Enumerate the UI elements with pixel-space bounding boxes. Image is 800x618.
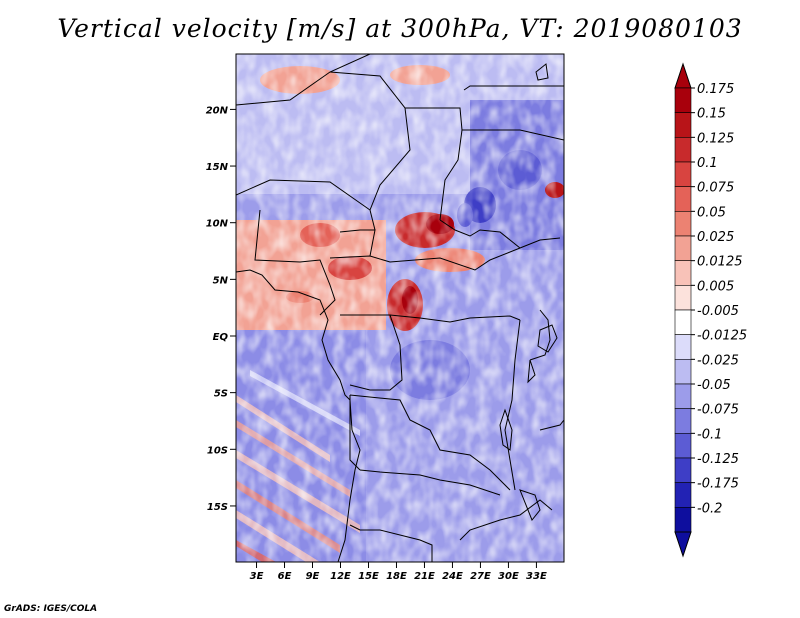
colorbar-label: 0.05 [697, 205, 726, 220]
colorbar-swatch [674, 383, 692, 409]
colorbar-swatch [674, 457, 692, 483]
lat-label: 20N [206, 105, 229, 116]
lat-label: 10N [206, 219, 229, 230]
colorbar: 0.175 0.15 0.125 0.1 0.075 0.05 0.025 0.0125 0.0… [674, 62, 747, 558]
colorbar-label: 0.075 [697, 181, 734, 196]
colorbar-label: -0.125 [697, 452, 739, 467]
colorbar-swatch [674, 285, 692, 311]
grads-credit: GrADS: IGES/COLA [4, 604, 98, 614]
country-borders [236, 54, 564, 562]
lon-label: 27E [470, 571, 491, 582]
lon-label: 3E [250, 571, 264, 582]
lon-label: 15E [358, 571, 379, 582]
vertical-velocity-field [236, 54, 564, 562]
colorbar-swatch [674, 161, 692, 187]
colorbar-top-arrow [674, 62, 692, 89]
colorbar-label: 0.125 [697, 131, 734, 146]
colorbar-swatch [674, 433, 692, 459]
colorbar-label: -0.075 [697, 403, 739, 418]
colorbar-label: 0.15 [697, 107, 726, 122]
colorbar-label: -0.025 [697, 353, 739, 368]
latitude-axis: 20N 15N 10N 5N EQ 5S 10S 15S [206, 105, 236, 513]
colorbar-swatch [674, 112, 692, 138]
lat-label: 10S [207, 445, 228, 456]
longitude-axis: 3E 6E 9E 12E 15E 18E 21E 24E 27E 30E 33E [250, 562, 547, 582]
lat-label: 15N [206, 162, 229, 173]
colorbar-swatch [674, 507, 692, 533]
lon-label: 24E [442, 571, 463, 582]
colorbar-swatch [674, 334, 692, 360]
colorbar-swatch [674, 137, 692, 163]
colorbar-swatch [674, 408, 692, 434]
colorbar-label: 0.005 [697, 279, 734, 294]
lon-label: 6E [278, 571, 292, 582]
colorbar-swatch [674, 309, 692, 335]
lat-label: 5S [214, 389, 228, 400]
colorbar-label: 0.1 [697, 156, 718, 171]
lon-label: 12E [330, 571, 351, 582]
colorbar-label: 0.025 [697, 230, 734, 245]
colorbar-swatch [674, 482, 692, 508]
colorbar-label: 0.175 [697, 82, 734, 97]
colorbar-swatch [674, 211, 692, 237]
colorbar-label: -0.175 [697, 477, 739, 492]
lon-label: 18E [386, 571, 407, 582]
lat-label: 15S [207, 502, 228, 513]
colorbar-label: -0.005 [697, 304, 739, 319]
colorbar-label: 0.0125 [697, 255, 743, 270]
colorbar-swatch [674, 235, 692, 261]
colorbar-label: -0.1 [697, 427, 722, 442]
colorbar-swatch [674, 87, 692, 113]
colorbar-swatch [674, 260, 692, 286]
colorbar-swatch [674, 186, 692, 212]
map-title: Vertical velocity [m/s] at 300hPa, VT: 2… [57, 14, 743, 43]
colorbar-label: -0.0125 [697, 329, 747, 344]
lat-label: EQ [213, 332, 229, 343]
map-frame [235, 53, 565, 563]
colorbar-label: -0.05 [697, 378, 731, 393]
colorbar-bottom-arrow [674, 531, 692, 558]
colorbar-swatch [674, 359, 692, 385]
lon-label: 30E [498, 571, 519, 582]
lakes [499, 63, 558, 521]
lon-label: 33E [526, 571, 547, 582]
lon-label: 9E [306, 571, 320, 582]
lon-label: 21E [414, 571, 435, 582]
lat-label: 5N [213, 275, 229, 286]
colorbar-label: -0.2 [697, 501, 722, 516]
